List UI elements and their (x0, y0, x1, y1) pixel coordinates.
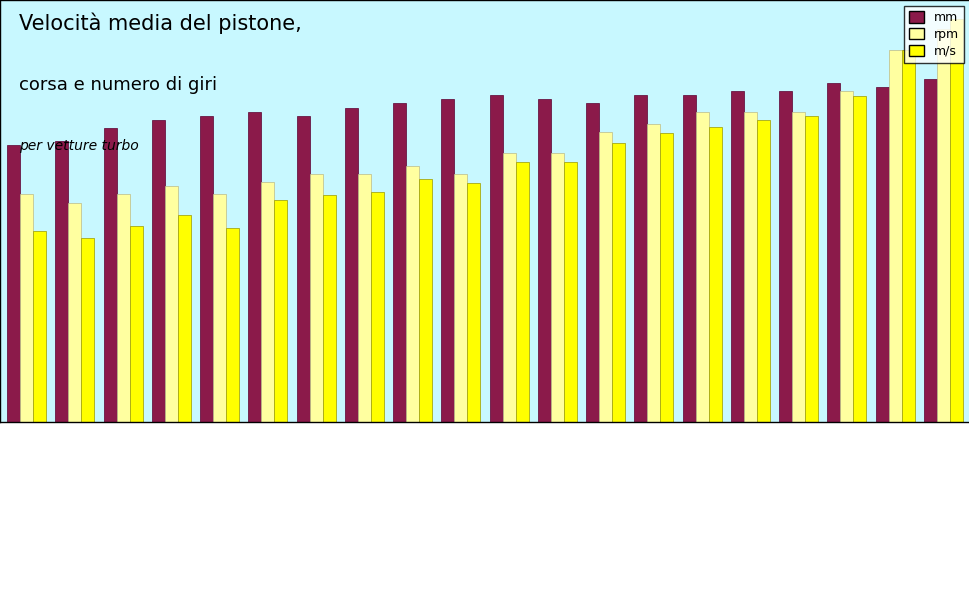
Bar (730, 91, 743, 422)
Bar (213, 195, 226, 422)
Bar (827, 83, 839, 422)
Bar (611, 144, 625, 422)
Bar (792, 112, 804, 422)
Bar (392, 104, 406, 422)
Bar (537, 99, 550, 422)
Bar (489, 95, 502, 422)
Bar (550, 153, 563, 422)
Bar (502, 153, 516, 422)
Bar (660, 133, 672, 422)
Bar (226, 228, 239, 422)
Bar (888, 49, 901, 422)
Bar (261, 182, 274, 422)
Bar (7, 145, 20, 422)
Bar (875, 87, 888, 422)
Bar (309, 174, 323, 422)
Bar (200, 116, 213, 422)
Bar (81, 238, 94, 422)
Bar (116, 195, 130, 422)
Bar (453, 174, 467, 422)
Bar (370, 192, 384, 422)
Bar (936, 29, 949, 422)
Bar (804, 116, 818, 422)
Bar (177, 215, 191, 422)
Bar (853, 96, 865, 422)
Bar (743, 112, 756, 422)
Bar (708, 127, 721, 422)
Bar (344, 107, 358, 422)
Bar (585, 104, 599, 422)
Bar (634, 95, 646, 422)
Bar (248, 112, 261, 422)
Bar (516, 162, 528, 422)
Bar (839, 91, 853, 422)
Text: corsa e numero di giri: corsa e numero di giri (19, 76, 217, 94)
Bar (358, 174, 370, 422)
Bar (949, 19, 962, 422)
Bar (467, 183, 480, 422)
Bar (104, 128, 116, 422)
Legend: mm, rpm, m/s: mm, rpm, m/s (903, 6, 963, 63)
Bar (599, 133, 611, 422)
Bar (274, 200, 287, 422)
Bar (682, 95, 695, 422)
Bar (756, 120, 769, 422)
Bar (406, 166, 419, 422)
Bar (563, 162, 577, 422)
Bar (165, 186, 177, 422)
Bar (33, 231, 47, 422)
Bar (695, 112, 708, 422)
Bar (151, 120, 165, 422)
Bar (297, 116, 309, 422)
Bar (646, 124, 660, 422)
Text: per vetture turbo: per vetture turbo (19, 139, 139, 153)
Bar (419, 178, 432, 422)
Bar (68, 203, 81, 422)
Text: Velocità media del pistone,: Velocità media del pistone, (19, 13, 301, 34)
Bar (20, 195, 33, 422)
Bar (778, 91, 792, 422)
Bar (441, 99, 453, 422)
Bar (901, 50, 914, 422)
Bar (922, 78, 936, 422)
Bar (323, 195, 335, 422)
Bar (55, 140, 68, 422)
Bar (130, 226, 142, 422)
